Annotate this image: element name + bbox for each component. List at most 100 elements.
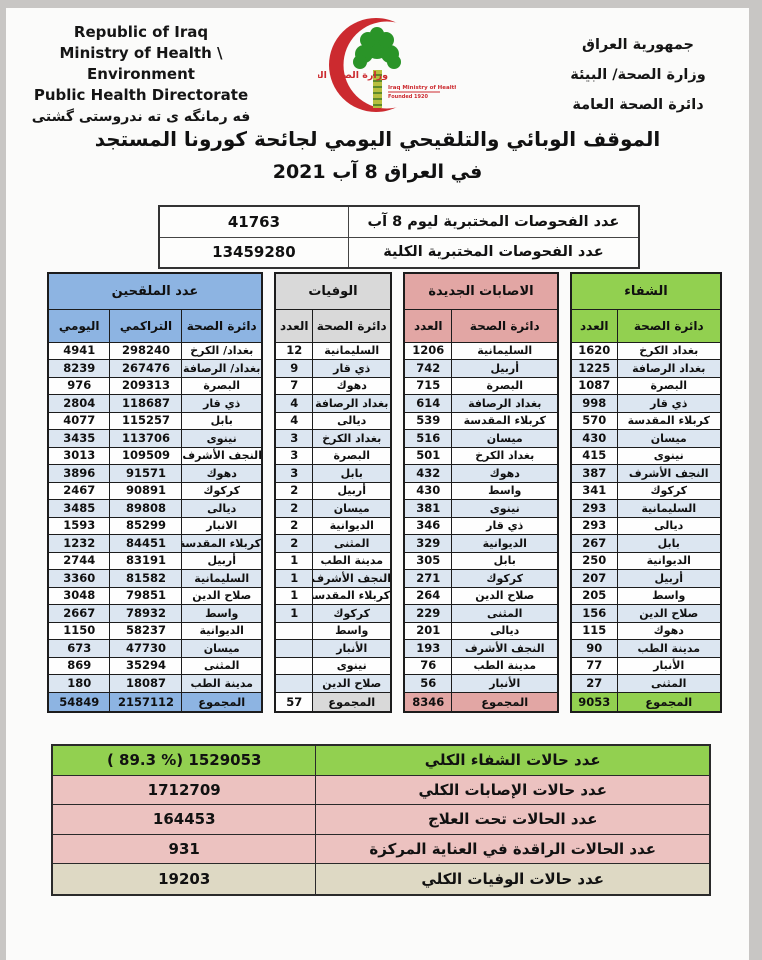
deaths-table: الوفيات دائرة الصحة العدد السليمانية 12 <box>273 272 392 713</box>
table-row: واسط 430 <box>403 481 559 500</box>
dept-cell: السليمانية <box>181 569 263 588</box>
dept-cell: البصرة <box>451 376 559 395</box>
dept-cell: كربلاء المقدسة <box>451 411 559 430</box>
dept-cell: بغداد/ الكرخ <box>181 341 263 360</box>
cumulative-cell: 47730 <box>109 639 183 658</box>
deaths-table-title: الوفيات <box>274 272 392 310</box>
dept-cell: بغداد/ الرصافة <box>181 359 263 378</box>
table-row: مدينة الطب 1 <box>274 551 392 570</box>
value-cell: 4 <box>274 394 314 413</box>
summary-label: عدد حالات الإصابات الكلي <box>315 775 709 804</box>
dept-cell: دهوك <box>181 464 263 483</box>
value-cell: 4 <box>274 411 314 430</box>
dept-cell: السليمانية <box>451 341 559 360</box>
dept-cell: واسط <box>616 586 722 605</box>
dept-cell: البصرة <box>181 376 263 395</box>
infections-table-title: الاصابات الجديدة <box>403 272 559 310</box>
dept-cell: كركوك <box>451 569 559 588</box>
dept-cell: الديوانية <box>181 621 263 640</box>
value-cell: 305 <box>403 551 453 570</box>
summary-row-under-treatment: عدد الحالات تحت العلاج 164453 <box>53 805 709 835</box>
value-cell: 415 <box>570 446 618 465</box>
dept-cell: كركوك <box>616 481 722 500</box>
table-row: بغداد/ الكرخ 298240 4941 <box>47 341 263 360</box>
summary-row-total-infections: عدد حالات الإصابات الكلي 1712709 <box>53 775 709 805</box>
value-cell: 516 <box>403 429 453 448</box>
logo-arabic-text: وزارة الصحة العراقية <box>318 70 388 81</box>
value-cell <box>274 639 314 658</box>
dept-cell: نينوى <box>616 446 722 465</box>
value-cell: 12 <box>274 341 314 360</box>
table-row: واسط 205 <box>570 586 722 605</box>
cumulative-cell: 35294 <box>109 656 183 675</box>
daily-cell: 3013 <box>47 446 111 465</box>
value-cell <box>274 674 314 693</box>
table-row: كربلاء المقدسة 84451 1232 <box>47 534 263 553</box>
cumulative-cell: 90891 <box>109 481 183 500</box>
value-cell: 341 <box>570 481 618 500</box>
recovery-table-body: بغداد الكرخ 1620 بغداد الرصافة 1225 البص… <box>570 341 722 693</box>
table-row: كربلاء المقدسة 1 <box>274 586 392 605</box>
dept-cell: الأنبار <box>451 674 559 693</box>
cumulative-cell: 298240 <box>109 341 183 360</box>
table-row: ديالى 201 <box>403 621 559 640</box>
table-row: البصرة 3 <box>274 446 392 465</box>
dept-cell: المثنى <box>616 674 722 693</box>
dept-cell: بغداد الكرخ <box>451 446 559 465</box>
province-tables: الشفاء دائرة الصحة العدد بغداد الكرخ 162… <box>46 272 722 713</box>
total-row: المجموع 2157112 54849 <box>47 691 263 713</box>
infections-table-body: السليمانية 1206 أربيل 742 البصرة 715 <box>403 341 559 693</box>
table-row: صلاح الدين 156 <box>570 604 722 623</box>
table-row: الديوانية 2 <box>274 516 392 535</box>
table-row: ميسان 2 <box>274 499 392 518</box>
lab-tests-table: عدد الفحوصات المختبرية ليوم 8 آب 41763 ع… <box>158 205 640 269</box>
report-title: الموقف الوبائي والتلقيحي اليومي لجائحة ك… <box>6 122 749 188</box>
dept-cell: بابل <box>312 464 392 483</box>
total-row: المجموع 57 <box>274 691 392 713</box>
table-row: بغداد الكرخ 3 <box>274 429 392 448</box>
value-cell: 2 <box>274 499 314 518</box>
dept-cell: النجف الأشرف <box>451 639 559 658</box>
daily-cell: 976 <box>47 376 111 395</box>
table-row: بابل 115257 4077 <box>47 411 263 430</box>
dept-cell: ميسان <box>616 429 722 448</box>
value-cell: 715 <box>403 376 453 395</box>
value-cell: 229 <box>403 604 453 623</box>
value-cell: 267 <box>570 534 618 553</box>
daily-cell: 3360 <box>47 569 111 588</box>
header-arabic: جمهورية العراق وزارة الصحة/ البيئة دائرة… <box>543 30 733 120</box>
total-daily: 54849 <box>47 691 111 713</box>
value-cell: 250 <box>570 551 618 570</box>
table-row: البصرة 1087 <box>570 376 722 395</box>
dept-cell: ميسان <box>312 499 392 518</box>
table-row: الأنبار 56 <box>403 674 559 693</box>
value-cell: 2 <box>274 481 314 500</box>
dept-cell: بابل <box>181 411 263 430</box>
header-country-ar: جمهورية العراق <box>581 37 695 53</box>
daily-tests-value: 41763 <box>158 205 349 238</box>
value-cell: 381 <box>403 499 453 518</box>
vaccinated-table: عدد الملقحين دائرة الصحة التراكمي اليومي… <box>46 272 263 713</box>
total-row: المجموع 9053 <box>570 691 722 713</box>
value-cell: 293 <box>570 499 618 518</box>
header-ministry-en: Ministry of Health \ Environment <box>59 44 223 83</box>
table-row: ميسان 47730 673 <box>47 639 263 658</box>
summary-label: عدد الحالات الراقدة في العناية المركزة <box>315 834 709 863</box>
table-row: عدد الفحوصات المختبرية ليوم 8 آب 41763 <box>158 205 640 238</box>
summary-table: عدد حالات الشفاء الكلي ( 89.3 %) 1529053… <box>51 744 711 896</box>
table-row: الديوانية 329 <box>403 534 559 553</box>
header-directorate-ar: دائرة الصحة العامة <box>572 97 704 113</box>
summary-label: عدد الحالات تحت العلاج <box>315 805 709 834</box>
table-row: دهوك 91571 3896 <box>47 464 263 483</box>
dept-cell: المثنى <box>312 534 392 553</box>
table-row: مدينة الطب 90 <box>570 639 722 658</box>
dept-cell: الديوانية <box>312 516 392 535</box>
daily-cell: 869 <box>47 656 111 675</box>
cumulative-cell: 85299 <box>109 516 183 535</box>
summary-label: عدد حالات الشفاء الكلي <box>315 746 709 775</box>
dept-cell: النجف الأشرف <box>312 569 392 588</box>
column-header-daily: اليومي <box>47 308 111 343</box>
daily-cell: 2744 <box>47 551 111 570</box>
total-value: 8346 <box>403 691 453 713</box>
